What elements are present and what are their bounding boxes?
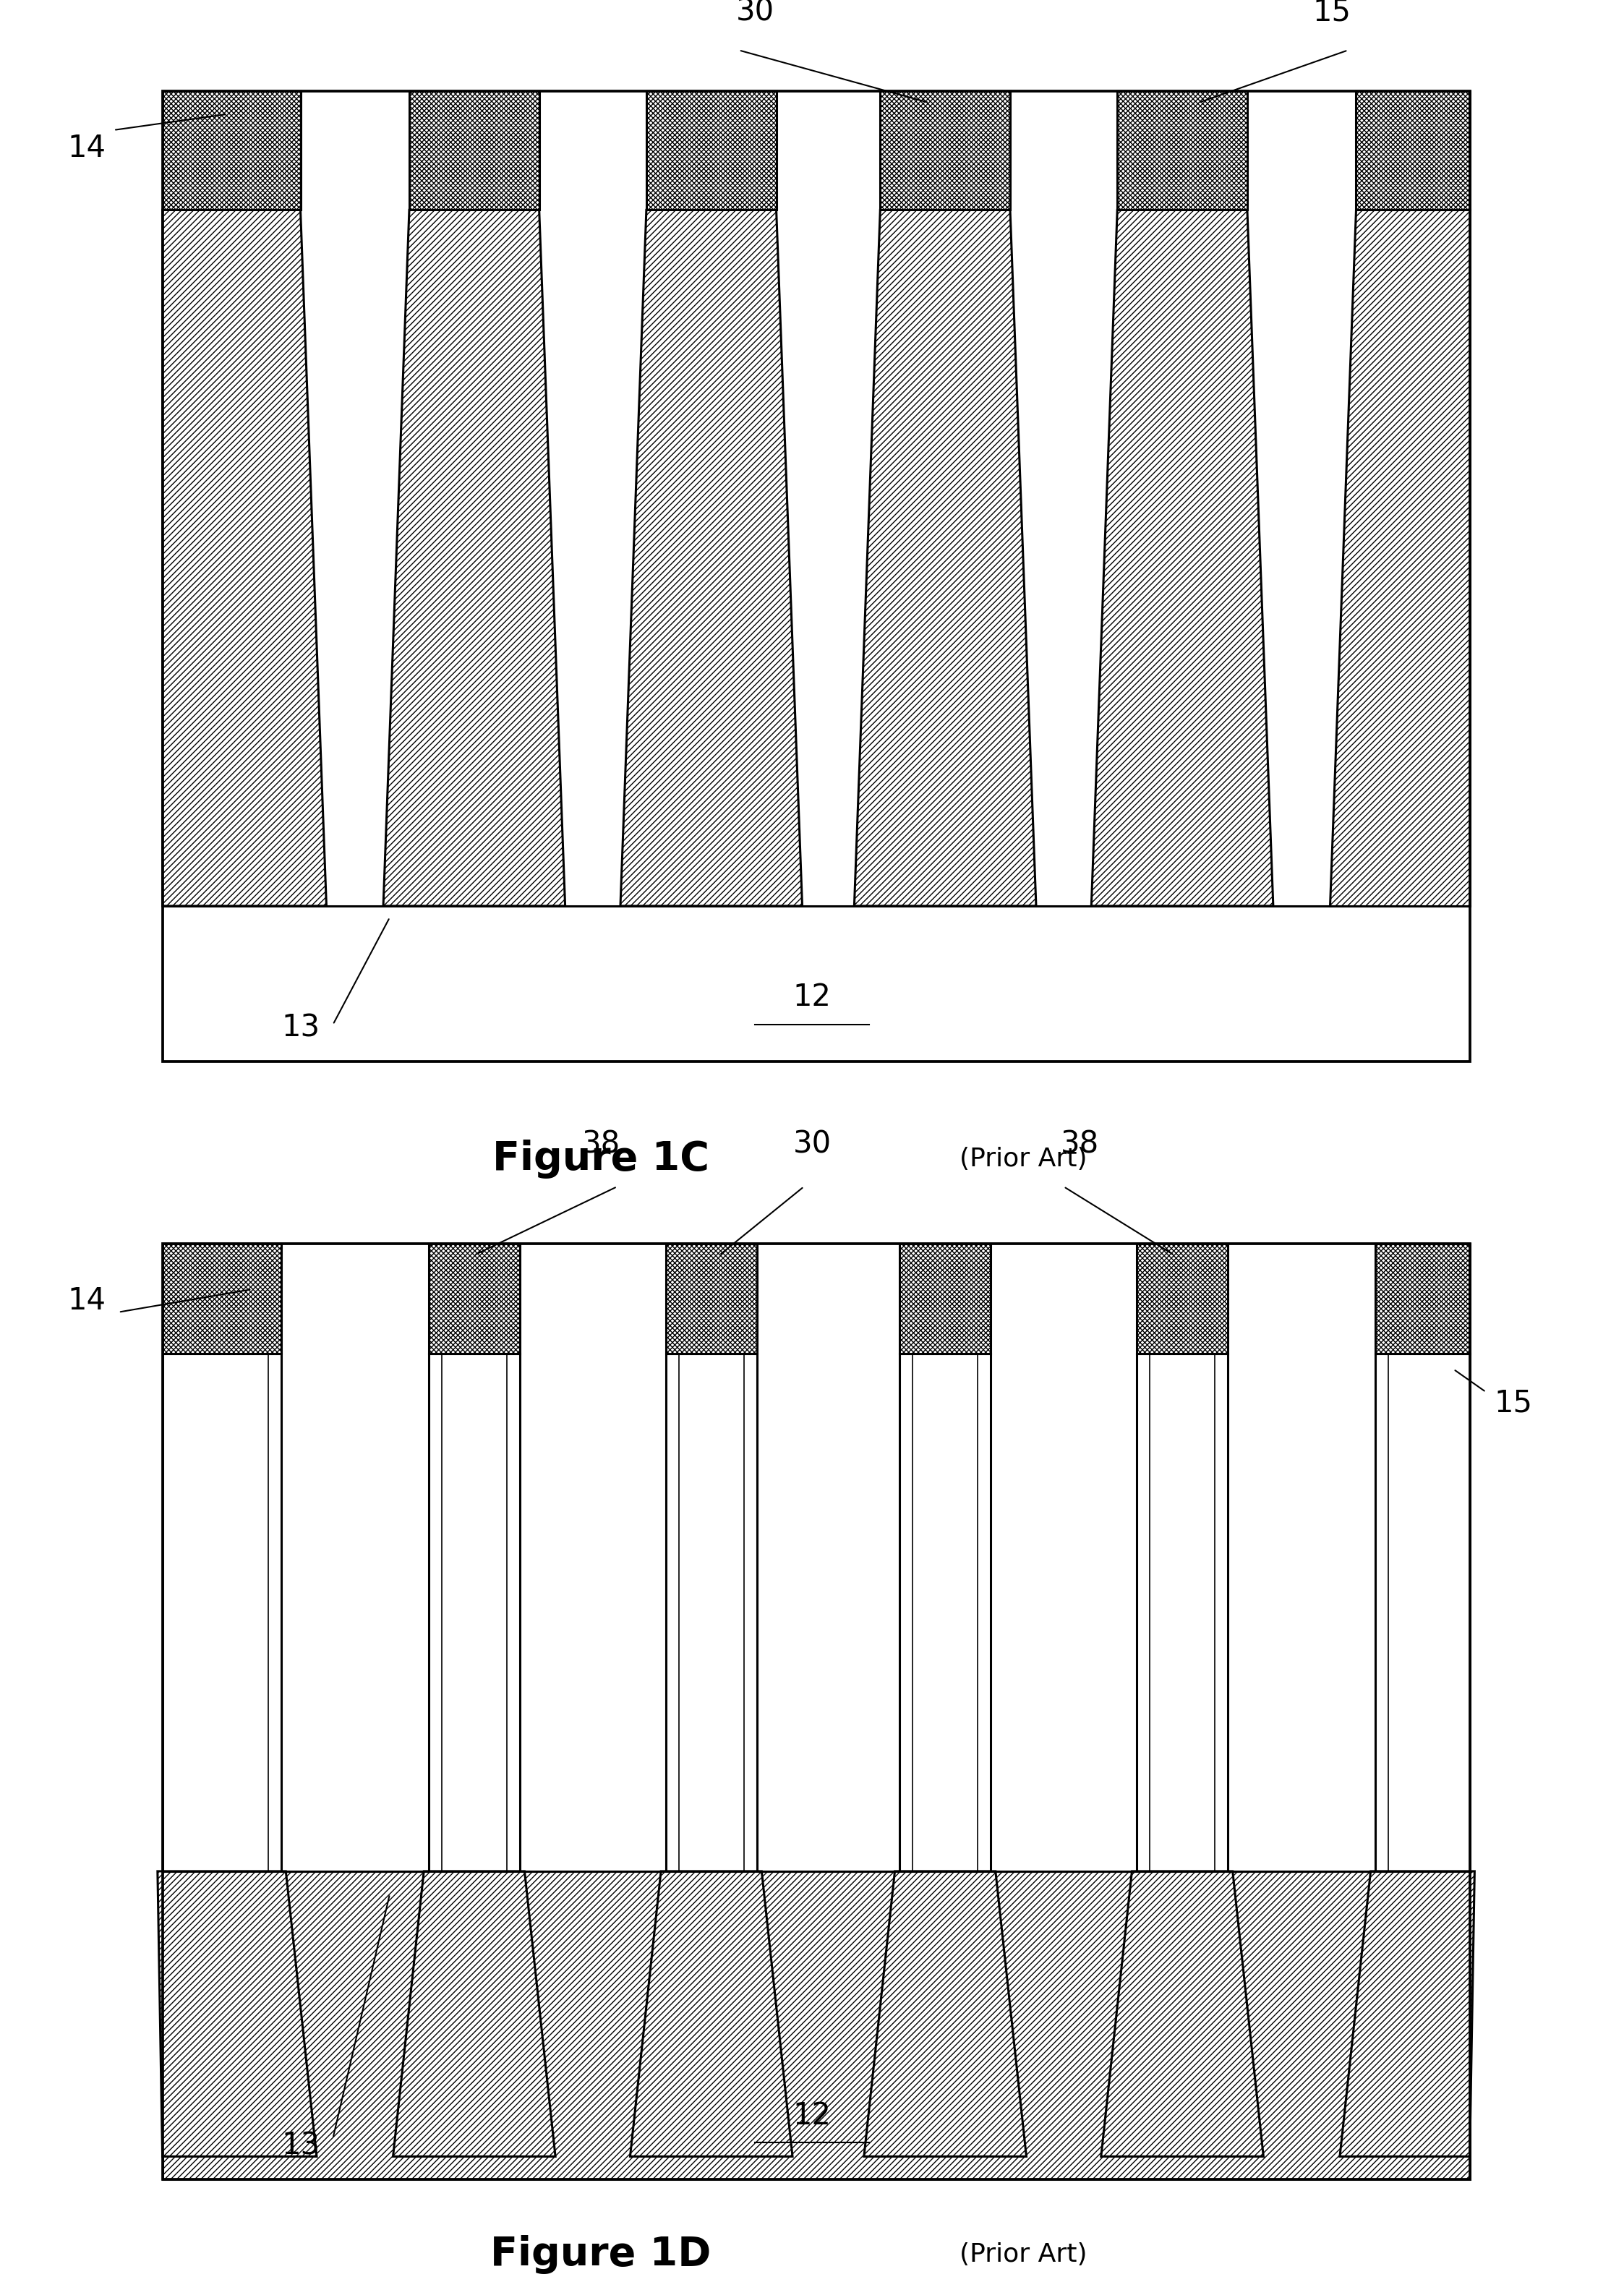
Polygon shape bbox=[646, 91, 776, 210]
Text: 13: 13 bbox=[281, 1013, 320, 1043]
Bar bbox=[900, 1244, 991, 1353]
Text: 14: 14 bbox=[67, 1285, 106, 1317]
Bar bbox=[162, 91, 1470, 1061]
Text: 15: 15 bbox=[1494, 1387, 1533, 1419]
Bar bbox=[162, 1244, 281, 1353]
Polygon shape bbox=[864, 1871, 1026, 2156]
Bar bbox=[429, 1353, 520, 1871]
Text: 30: 30 bbox=[793, 1130, 831, 1159]
Text: 38: 38 bbox=[581, 1130, 620, 1159]
Polygon shape bbox=[1101, 1871, 1263, 2156]
Polygon shape bbox=[880, 91, 1010, 210]
Text: 38: 38 bbox=[1060, 1130, 1099, 1159]
Bar bbox=[162, 91, 1470, 1061]
Text: 13: 13 bbox=[281, 2131, 320, 2161]
Text: (Prior Art): (Prior Art) bbox=[960, 2243, 1086, 2266]
Polygon shape bbox=[1330, 210, 1470, 906]
Polygon shape bbox=[630, 1871, 793, 2156]
Text: 15: 15 bbox=[1312, 0, 1351, 27]
Polygon shape bbox=[1091, 210, 1273, 906]
Text: 12: 12 bbox=[793, 2099, 831, 2131]
Polygon shape bbox=[1356, 91, 1470, 210]
Polygon shape bbox=[383, 210, 565, 906]
Bar bbox=[162, 1244, 1470, 2179]
Polygon shape bbox=[409, 91, 539, 210]
Bar bbox=[1376, 1244, 1470, 1353]
Bar bbox=[162, 1244, 1470, 2179]
Text: Figure 1C: Figure 1C bbox=[492, 1139, 710, 1180]
Text: 12: 12 bbox=[793, 981, 831, 1013]
Polygon shape bbox=[393, 1871, 555, 2156]
Bar bbox=[900, 1353, 991, 1871]
Bar bbox=[1137, 1244, 1228, 1353]
Bar bbox=[162, 91, 1470, 1061]
Bar bbox=[162, 91, 1470, 1061]
Bar bbox=[1376, 1353, 1470, 1871]
Bar bbox=[162, 1871, 1470, 2179]
Bar bbox=[1137, 1353, 1228, 1871]
Text: 14: 14 bbox=[67, 132, 106, 164]
Polygon shape bbox=[158, 1871, 317, 2156]
Text: Figure 1D: Figure 1D bbox=[490, 2234, 711, 2275]
Polygon shape bbox=[162, 91, 300, 210]
Bar bbox=[162, 1353, 281, 1871]
Bar bbox=[666, 1244, 757, 1353]
Polygon shape bbox=[162, 210, 326, 906]
Bar bbox=[666, 1353, 757, 1871]
Text: 30: 30 bbox=[736, 0, 775, 27]
Bar bbox=[162, 906, 1470, 1061]
Polygon shape bbox=[1117, 91, 1247, 210]
Text: (Prior Art): (Prior Art) bbox=[960, 1148, 1086, 1171]
Polygon shape bbox=[1340, 1871, 1475, 2156]
Polygon shape bbox=[620, 210, 802, 906]
Bar bbox=[429, 1244, 520, 1353]
Polygon shape bbox=[854, 210, 1036, 906]
